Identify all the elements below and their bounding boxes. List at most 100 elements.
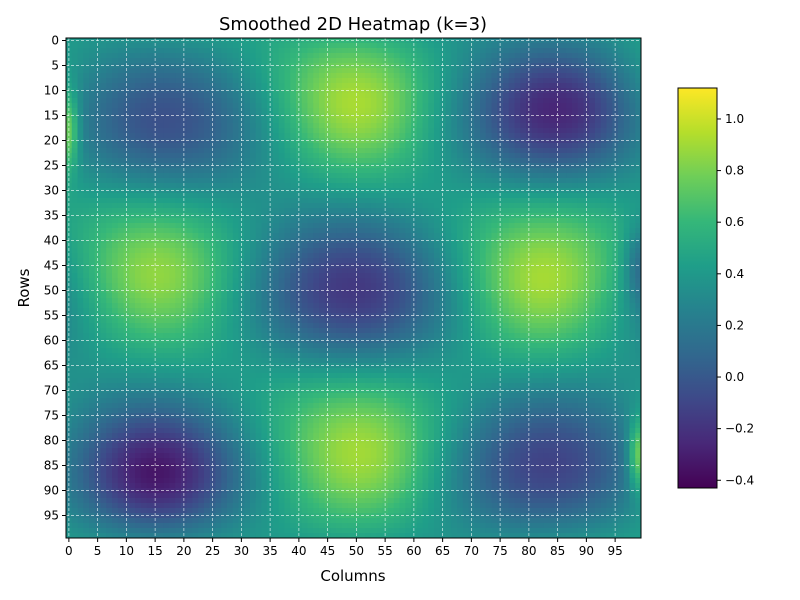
heatmap-cell — [244, 268, 251, 274]
heatmap-cell — [623, 58, 630, 64]
heatmap-cell — [595, 218, 602, 224]
heatmap-cell — [307, 193, 314, 199]
heatmap-cell — [589, 273, 596, 279]
heatmap-cell — [307, 133, 314, 139]
heatmap-cell — [278, 278, 285, 284]
heatmap-cell — [215, 108, 222, 114]
heatmap-cell — [416, 93, 423, 99]
heatmap-cell — [313, 193, 320, 199]
heatmap-cell — [232, 263, 239, 269]
heatmap-cell — [83, 218, 90, 224]
heatmap-cell — [273, 148, 280, 154]
heatmap-cell — [186, 53, 193, 59]
heatmap-cell — [422, 163, 429, 169]
heatmap-cell — [560, 68, 567, 74]
heatmap-cell — [606, 63, 613, 69]
heatmap-cell — [313, 143, 320, 149]
heatmap-cell — [163, 153, 170, 159]
heatmap-cell — [595, 143, 602, 149]
heatmap-cell — [198, 103, 205, 109]
heatmap-cell — [399, 78, 406, 84]
heatmap-cell — [595, 103, 602, 109]
heatmap-cell — [428, 183, 435, 189]
heatmap-cell — [589, 78, 596, 84]
heatmap-cell — [543, 273, 550, 279]
heatmap-cell — [129, 223, 136, 229]
heatmap-cell — [255, 158, 262, 164]
heatmap-cell — [543, 168, 550, 174]
heatmap-cell — [146, 208, 153, 214]
heatmap-cell — [508, 273, 515, 279]
heatmap-cell — [198, 53, 205, 59]
heatmap-cell — [313, 93, 320, 99]
heatmap-cell — [623, 83, 630, 89]
heatmap-cell — [342, 73, 349, 79]
heatmap-cell — [192, 258, 199, 264]
heatmap-cell — [445, 103, 452, 109]
heatmap-cell — [531, 183, 538, 189]
heatmap-cell — [140, 218, 147, 224]
heatmap-cell — [416, 198, 423, 204]
heatmap-cell — [140, 133, 147, 139]
heatmap-cell — [198, 83, 205, 89]
heatmap-cell — [129, 193, 136, 199]
heatmap-cell — [204, 48, 211, 54]
heatmap-cell — [537, 68, 544, 74]
heatmap-cell — [462, 58, 469, 64]
heatmap-cell — [158, 123, 165, 129]
heatmap-cell — [491, 73, 498, 79]
heatmap-cell — [376, 183, 383, 189]
heatmap-cell — [129, 133, 136, 139]
heatmap-cell — [370, 128, 377, 134]
heatmap-cell — [635, 253, 642, 259]
heatmap-cell — [388, 73, 395, 79]
heatmap-cell — [428, 93, 435, 99]
heatmap-cell — [244, 58, 251, 64]
heatmap-cell — [255, 148, 262, 154]
heatmap-cell — [232, 273, 239, 279]
heatmap-cell — [376, 73, 383, 79]
heatmap-cell — [434, 258, 441, 264]
heatmap-cell — [244, 228, 251, 234]
heatmap-cell — [566, 143, 573, 149]
heatmap-cell — [388, 93, 395, 99]
heatmap-cell — [284, 273, 291, 279]
heatmap-cell — [491, 108, 498, 114]
heatmap-cell — [198, 148, 205, 154]
heatmap-cell — [83, 133, 90, 139]
heatmap-cell — [140, 208, 147, 214]
heatmap-cell — [531, 198, 538, 204]
heatmap-cell — [163, 148, 170, 154]
heatmap-cell — [399, 168, 406, 174]
heatmap-cell — [135, 118, 142, 124]
heatmap-cell — [319, 93, 326, 99]
heatmap-cell — [600, 143, 607, 149]
heatmap-cell — [508, 123, 515, 129]
heatmap-cell — [589, 158, 596, 164]
heatmap-cell — [307, 98, 314, 104]
heatmap-cell — [301, 188, 308, 194]
heatmap-cell — [618, 58, 625, 64]
heatmap-cell — [284, 173, 291, 179]
heatmap-cell — [365, 248, 372, 254]
heatmap-cell — [445, 128, 452, 134]
heatmap-cell — [606, 268, 613, 274]
heatmap-cell — [365, 168, 372, 174]
heatmap-cell — [359, 198, 366, 204]
heatmap-cell — [284, 148, 291, 154]
heatmap-cell — [278, 258, 285, 264]
heatmap-cell — [577, 103, 584, 109]
heatmap-cell — [560, 243, 567, 249]
heatmap-cell — [520, 143, 527, 149]
heatmap-cell — [520, 203, 527, 209]
heatmap-cell — [186, 38, 193, 44]
heatmap-cell — [399, 273, 406, 279]
heatmap-cell — [629, 178, 636, 184]
heatmap-cell — [106, 83, 113, 89]
heatmap-cell — [543, 153, 550, 159]
heatmap-cell — [566, 98, 573, 104]
heatmap-cell — [370, 58, 377, 64]
heatmap-cell — [445, 118, 452, 124]
heatmap-cell — [169, 128, 176, 134]
heatmap-cell — [365, 83, 372, 89]
